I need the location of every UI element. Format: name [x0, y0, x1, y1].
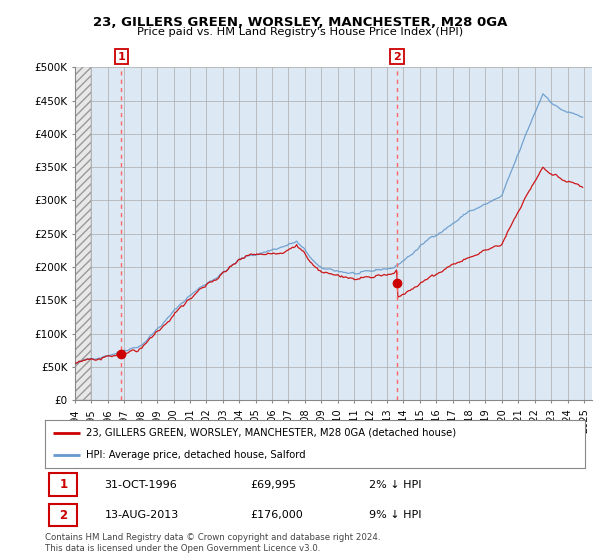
Text: 31-OCT-1996: 31-OCT-1996	[104, 479, 177, 489]
FancyBboxPatch shape	[49, 504, 77, 526]
Text: 1: 1	[118, 52, 125, 62]
Text: 23, GILLERS GREEN, WORSLEY, MANCHESTER, M28 0GA (detached house): 23, GILLERS GREEN, WORSLEY, MANCHESTER, …	[86, 428, 455, 438]
Text: 2: 2	[393, 52, 401, 62]
Text: 13-AUG-2013: 13-AUG-2013	[104, 510, 179, 520]
Text: 1: 1	[59, 478, 67, 491]
Text: Price paid vs. HM Land Registry's House Price Index (HPI): Price paid vs. HM Land Registry's House …	[137, 27, 463, 38]
FancyBboxPatch shape	[49, 473, 77, 496]
Text: £69,995: £69,995	[250, 479, 296, 489]
Text: £176,000: £176,000	[250, 510, 303, 520]
Bar	[75, 67, 91, 400]
Text: Contains HM Land Registry data © Crown copyright and database right 2024.
This d: Contains HM Land Registry data © Crown c…	[45, 533, 380, 553]
Text: 2: 2	[59, 508, 67, 521]
Text: 9% ↓ HPI: 9% ↓ HPI	[369, 510, 421, 520]
Text: 2% ↓ HPI: 2% ↓ HPI	[369, 479, 421, 489]
Text: HPI: Average price, detached house, Salford: HPI: Average price, detached house, Salf…	[86, 450, 305, 460]
Text: 23, GILLERS GREEN, WORSLEY, MANCHESTER, M28 0GA: 23, GILLERS GREEN, WORSLEY, MANCHESTER, …	[93, 16, 507, 29]
